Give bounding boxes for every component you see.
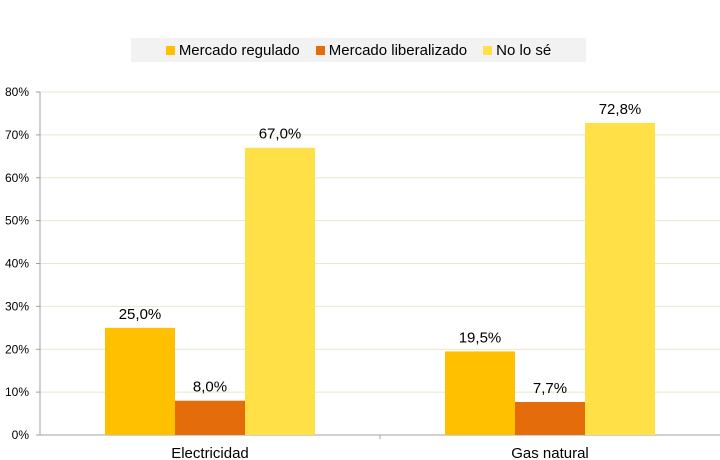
y-tick-label: 0% [12, 428, 30, 442]
data-label: 8,0% [193, 379, 227, 396]
legend-swatch [165, 45, 175, 55]
bar [245, 147, 315, 436]
legend-item: Mercado regulado [165, 41, 300, 59]
y-tick-label: 80% [5, 85, 29, 99]
data-label: 72,8% [599, 101, 642, 118]
bar [175, 400, 245, 435]
legend-item: Mercado liberalizado [315, 41, 468, 59]
y-tick-label: 20% [5, 342, 29, 356]
legend-swatch [483, 45, 493, 55]
legend-label: No lo sé [496, 41, 552, 59]
data-label: 19,5% [459, 329, 502, 346]
legend: Mercado regulado Mercado liberalizado No l… [131, 38, 586, 62]
legend-label: Mercado liberalizado [328, 41, 468, 59]
bar [515, 401, 585, 435]
y-tick-label: 60% [5, 171, 29, 185]
y-tick-label: 50% [5, 214, 29, 228]
bar [445, 351, 515, 435]
y-tick-label: 40% [5, 257, 29, 271]
data-label: 7,7% [533, 380, 567, 397]
data-label: 67,0% [259, 126, 302, 143]
y-tick-label: 10% [5, 385, 29, 399]
legend-label: Mercado regulado [178, 41, 300, 59]
y-tick-label: 70% [5, 128, 29, 142]
x-category-label: Electricidad [171, 445, 249, 460]
legend-swatch [315, 45, 325, 55]
x-category-label: Gas natural [511, 445, 589, 460]
bar [585, 122, 655, 436]
y-tick-label: 30% [5, 299, 29, 313]
bar [105, 327, 175, 435]
legend-item: No lo sé [483, 42, 551, 59]
data-label: 25,0% [119, 306, 162, 323]
